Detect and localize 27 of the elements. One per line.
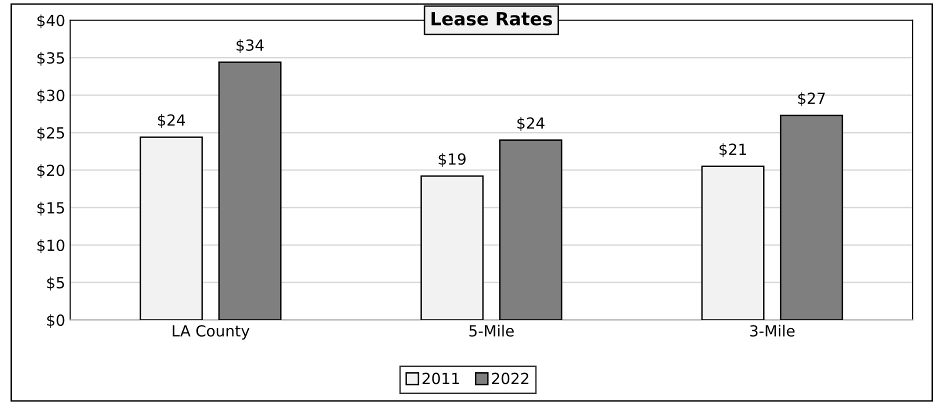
data-label: $34 <box>236 39 264 53</box>
y-tick-label: $20 <box>37 164 64 178</box>
bar <box>701 166 764 320</box>
bar <box>780 114 844 320</box>
y-tick-label: $25 <box>37 126 64 141</box>
legend-label: 2011 <box>422 372 459 384</box>
data-label: $24 <box>158 114 186 128</box>
x-tick-label: 3-Mile <box>750 324 795 337</box>
y-tick-label: $35 <box>37 52 64 66</box>
x-tick-label: LA County <box>172 325 250 340</box>
data-label: $27 <box>798 92 825 106</box>
bar <box>218 62 282 320</box>
bar <box>499 139 562 320</box>
legend-label: 2022 <box>492 372 528 384</box>
bar <box>420 175 484 320</box>
x-tick-label: 5-Mile <box>469 324 514 337</box>
y-tick-label: $30 <box>37 89 64 104</box>
data-label: $21 <box>720 143 746 158</box>
y-tick-label: $10 <box>37 239 64 254</box>
data-label: $19 <box>438 152 466 167</box>
data-label: $24 <box>517 117 544 131</box>
y-tick-label: $15 <box>37 202 64 216</box>
bar <box>140 136 203 320</box>
chart-title: Lease Rates <box>432 12 552 26</box>
y-tick-label: $40 <box>37 14 64 28</box>
y-tick-label: $0 <box>47 314 64 328</box>
y-tick-label: $5 <box>47 276 64 291</box>
